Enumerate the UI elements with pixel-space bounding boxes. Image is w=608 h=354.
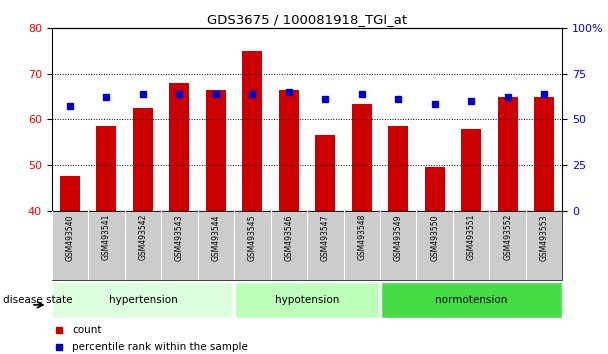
Text: GSM493542: GSM493542 [139, 214, 147, 261]
Bar [497, 97, 517, 211]
Text: GSM493547: GSM493547 [321, 214, 330, 261]
Bar [461, 129, 481, 211]
Bar [206, 90, 226, 211]
Title: GDS3675 / 100081918_TGI_at: GDS3675 / 100081918_TGI_at [207, 13, 407, 26]
Bar [235, 282, 379, 318]
Text: count: count [72, 325, 102, 335]
Text: disease state: disease state [3, 295, 72, 305]
Text: hypotension: hypotension [275, 295, 339, 305]
Text: GSM493541: GSM493541 [102, 214, 111, 261]
Text: GSM493548: GSM493548 [358, 214, 366, 261]
Text: GSM493551: GSM493551 [467, 214, 475, 261]
Bar [60, 176, 80, 211]
Bar [52, 282, 233, 318]
Bar [381, 282, 562, 318]
Bar [315, 136, 335, 211]
Text: GSM493549: GSM493549 [394, 214, 402, 261]
Bar [424, 167, 444, 211]
Text: normotension: normotension [435, 295, 508, 305]
Text: GSM493544: GSM493544 [212, 214, 220, 261]
Text: GSM493552: GSM493552 [503, 214, 512, 261]
Bar [351, 103, 371, 211]
Text: GSM493545: GSM493545 [248, 214, 257, 261]
Text: GSM493546: GSM493546 [285, 214, 293, 261]
Text: GSM493553: GSM493553 [540, 214, 548, 261]
Text: hypertension: hypertension [108, 295, 178, 305]
Text: GSM493550: GSM493550 [430, 214, 439, 261]
Bar [133, 108, 153, 211]
Bar [169, 83, 189, 211]
Bar [278, 90, 299, 211]
Text: GSM493540: GSM493540 [66, 214, 74, 261]
Text: GSM493543: GSM493543 [175, 214, 184, 261]
Bar [534, 97, 554, 211]
Text: percentile rank within the sample: percentile rank within the sample [72, 342, 248, 352]
Bar [242, 51, 262, 211]
Bar [96, 126, 116, 211]
Bar [388, 126, 408, 211]
